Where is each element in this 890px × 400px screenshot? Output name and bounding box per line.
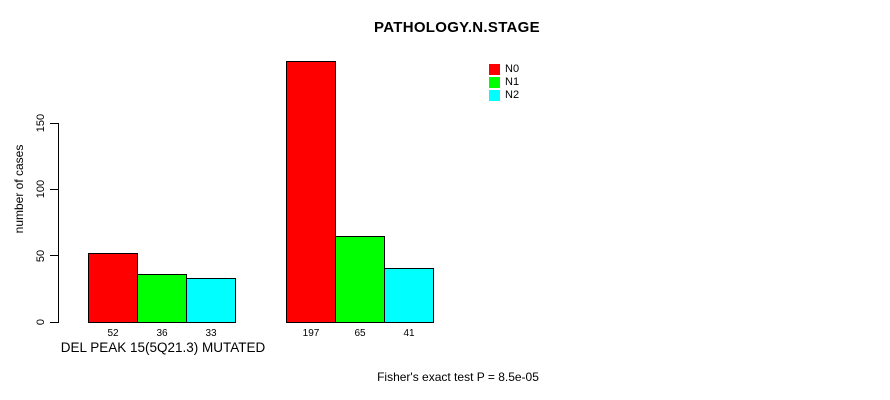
- y-tick-mark: [50, 122, 58, 124]
- y-axis-label: number of cases: [12, 144, 26, 234]
- y-tick-label: 50: [35, 249, 47, 262]
- legend-swatch: [489, 77, 500, 88]
- legend-label: N0: [505, 63, 520, 75]
- y-tick-label: 150: [35, 113, 47, 133]
- bar-N1-group2: [335, 236, 385, 323]
- legend-item-N0: N0: [489, 63, 519, 76]
- bar-N1-group1: [137, 274, 187, 323]
- y-tick-label: 0: [35, 318, 47, 326]
- legend-item-N2: N2: [489, 89, 519, 102]
- chart-title: PATHOLOGY.N.STAGE: [374, 19, 540, 36]
- bar-N0-group1: [88, 253, 138, 323]
- bar-value-label: 36: [156, 328, 168, 339]
- y-axis-line: [58, 123, 59, 323]
- y-tick-mark: [50, 321, 58, 323]
- stat-test-note: Fisher's exact test P = 8.5e-05: [377, 370, 539, 384]
- legend-swatch: [489, 90, 500, 101]
- legend: N0 N1 N2: [489, 63, 519, 102]
- bar-value-label: 33: [205, 328, 217, 339]
- legend-label: N2: [505, 89, 520, 101]
- bar-value-label: 65: [354, 328, 366, 339]
- bar-value-label: 197: [302, 328, 320, 339]
- bar-value-label: 41: [403, 328, 415, 339]
- y-tick-mark: [50, 255, 58, 257]
- bar-N2-group1: [186, 278, 236, 323]
- y-tick-label: 100: [35, 180, 47, 199]
- bar-N2-group2: [384, 268, 434, 323]
- legend-item-N1: N1: [489, 76, 519, 89]
- legend-swatch: [489, 64, 500, 75]
- bar-value-label: 52: [107, 328, 119, 339]
- y-tick-mark: [50, 188, 58, 190]
- x-axis-label: DEL PEAK 15(5Q21.3) MUTATED: [60, 340, 266, 355]
- legend-label: N1: [505, 76, 520, 88]
- bar-N0-group2: [286, 61, 336, 323]
